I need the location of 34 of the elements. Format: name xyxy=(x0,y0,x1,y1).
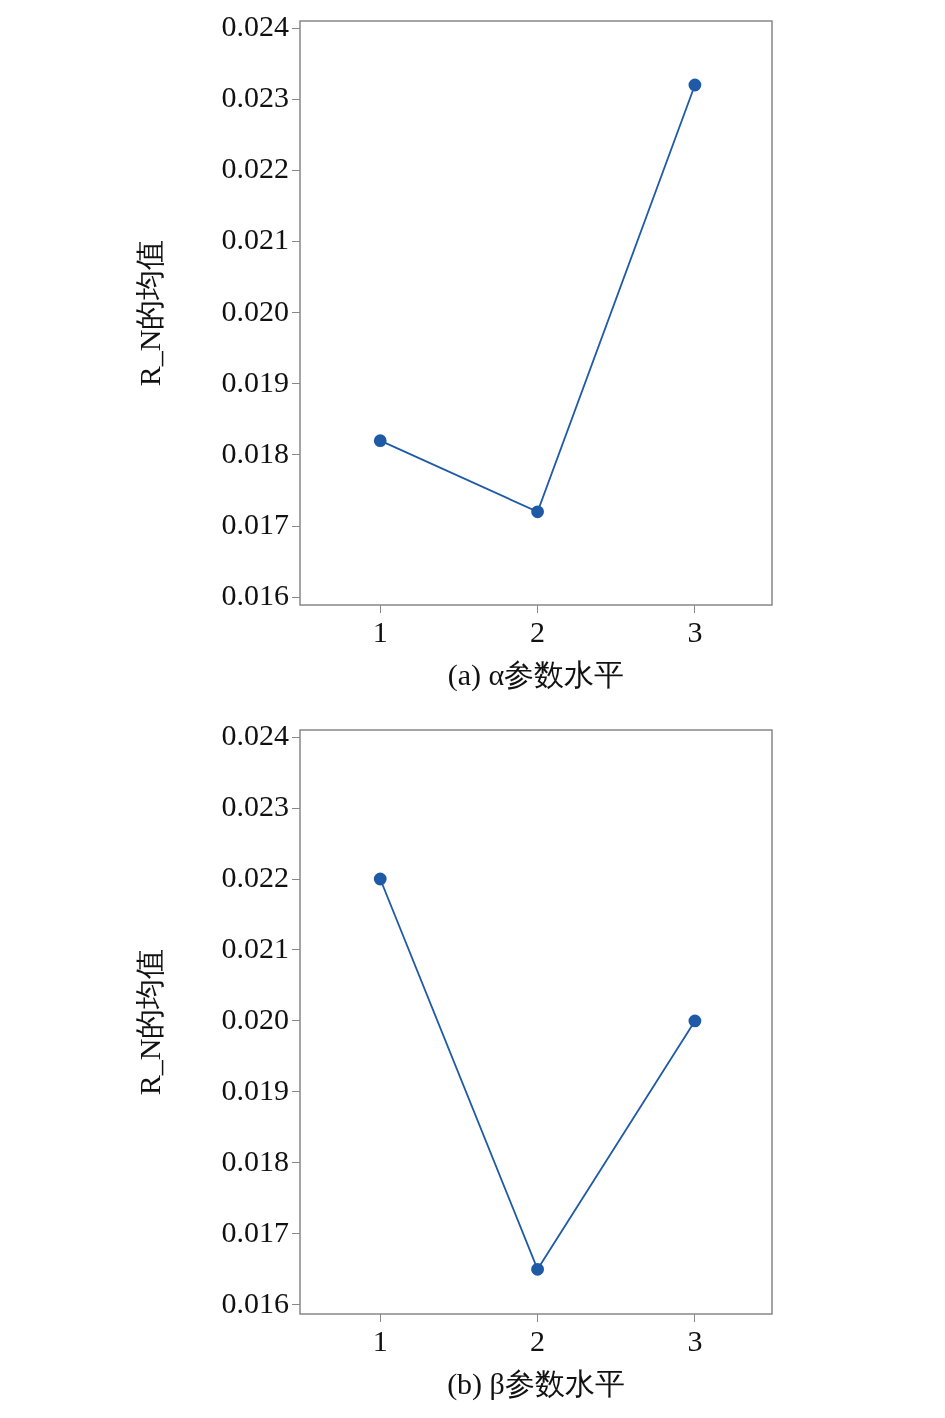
y-tick-label: 0.016 xyxy=(221,578,289,612)
x-tick-label: 3 xyxy=(687,1323,703,1357)
x-tick-label: 1 xyxy=(372,1323,388,1357)
x-axis-title: (a) α参数水平 xyxy=(447,657,625,692)
x-tick-label: 2 xyxy=(530,1323,546,1357)
y-tick-label: 0.017 xyxy=(221,506,289,540)
y-tick-label: 0.022 xyxy=(221,859,289,893)
y-tick-label: 0.023 xyxy=(221,788,289,822)
y-tick-label: 0.019 xyxy=(221,1072,289,1106)
point xyxy=(688,1014,702,1028)
y-tick-label: 0.021 xyxy=(221,222,289,256)
y-tick-label: 0.018 xyxy=(221,435,289,469)
x-tick-label: 3 xyxy=(687,614,703,648)
x-axis-title: (b) β参数水平 xyxy=(447,1366,625,1401)
y-tick-label: 0.020 xyxy=(221,1001,289,1035)
y-tick-label: 0.017 xyxy=(221,1214,289,1248)
y-tick-label: 0.024 xyxy=(221,717,289,751)
y-tick-label: 0.023 xyxy=(221,80,289,114)
y-tick-label: 0.024 xyxy=(221,8,289,42)
point xyxy=(531,1262,544,1276)
point xyxy=(688,78,702,92)
x-tick-label: 1 xyxy=(372,614,388,648)
y-tick-label: 0.016 xyxy=(221,1285,289,1319)
y-tick-label: 0.021 xyxy=(221,930,289,964)
y-tick-label: 0.019 xyxy=(221,364,289,398)
y-tick-label: 0.020 xyxy=(221,293,289,327)
y-tick-label: 0.022 xyxy=(221,151,289,185)
point xyxy=(373,434,387,448)
x-tick-label: 2 xyxy=(530,614,546,648)
y-axis-title: R_N的均值 xyxy=(132,239,166,387)
y-tick-label: 0.018 xyxy=(221,1143,289,1177)
point xyxy=(531,505,544,519)
point xyxy=(373,872,387,886)
y-axis-title: R_N的均值 xyxy=(132,948,166,1096)
